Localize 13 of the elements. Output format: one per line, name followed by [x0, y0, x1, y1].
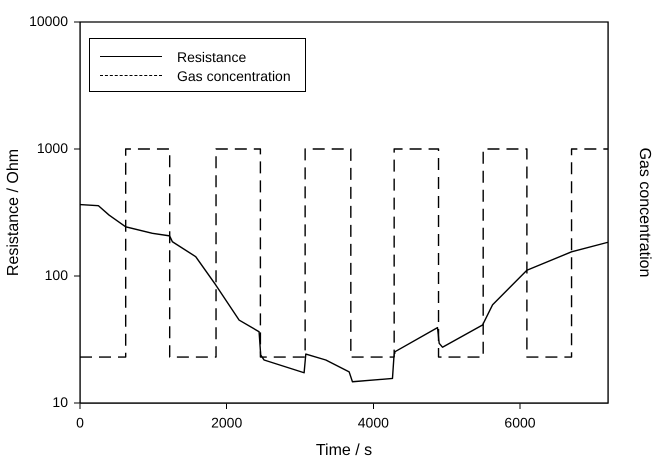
y-tick-label: 1000	[36, 140, 68, 156]
x-tick-label: 4000	[358, 414, 390, 430]
x-tick-label: 6000	[504, 414, 536, 430]
x-tick-label: 2000	[211, 414, 242, 430]
y-tick-label: 100	[44, 266, 68, 283]
x-tick-label: 0	[76, 414, 84, 430]
legend-label: Resistance	[177, 48, 246, 64]
y-tick-label: 10	[52, 394, 68, 410]
y-axis-title: Resistance / Ohm	[5, 148, 22, 276]
x-axis-title: Time / s	[316, 442, 372, 459]
y2-axis-title: Gas concentration	[636, 148, 653, 278]
y-tick-label: 10000	[29, 12, 68, 29]
legend-label: Gas concentration	[177, 68, 291, 84]
